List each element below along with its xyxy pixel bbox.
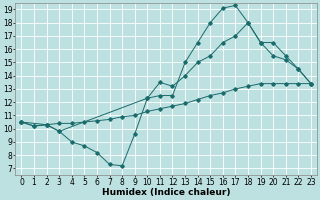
X-axis label: Humidex (Indice chaleur): Humidex (Indice chaleur) xyxy=(102,188,230,197)
